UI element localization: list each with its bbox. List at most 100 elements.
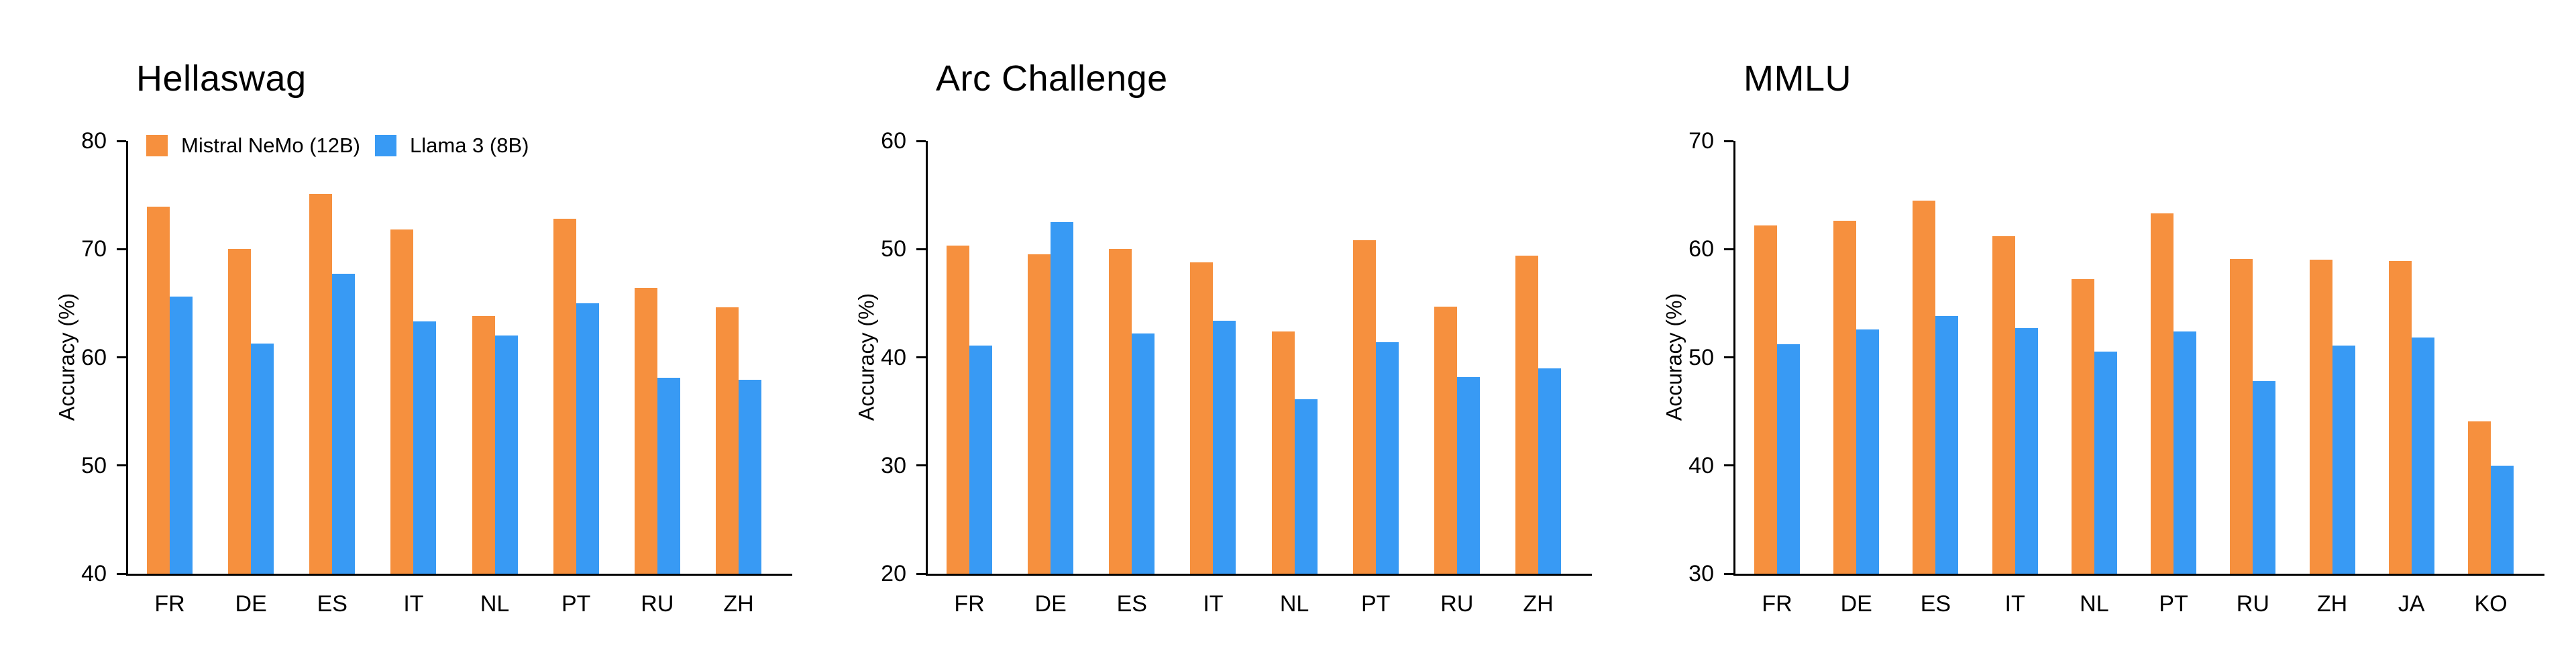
bar-llama-ru	[657, 378, 680, 574]
bar-llama-fr	[1777, 344, 1800, 574]
legend-swatch-llama-icon	[375, 135, 396, 156]
y-tick-mark	[1724, 572, 1733, 575]
y-tick-label: 50	[81, 452, 107, 478]
bar-group-ru: RU	[1434, 306, 1480, 615]
x-tick-label-zh: ZH	[2316, 591, 2348, 617]
bar-group-pt: PT	[1352, 240, 1399, 615]
y-tick-mark	[916, 140, 926, 142]
x-tick-label-it: IT	[403, 591, 424, 617]
bar-mistral-nl	[2071, 279, 2094, 574]
bar-llama-fr	[170, 297, 193, 574]
bar-mistral-pt	[553, 219, 576, 574]
y-tick-label: 40	[881, 344, 906, 370]
bar-llama-ko	[2491, 465, 2514, 574]
bar-group-it: IT	[1992, 236, 2038, 615]
bar-mistral-es	[1913, 200, 1936, 574]
bar-llama-zh	[739, 380, 761, 574]
bar-llama-de	[1051, 221, 1074, 574]
chart-panel-mmlu: MMLU Accuracy (%) 70 60 50 40 30 FR DE ES IT NL PT…	[1654, 0, 2544, 671]
bar-mistral-it	[390, 229, 414, 574]
y-tick-mark	[916, 464, 926, 467]
bar-group-nl: NL	[2071, 279, 2117, 615]
y-tick-label: 60	[81, 344, 107, 370]
legend: Mistral NeMo (12B) Llama 3 (8B)	[146, 134, 529, 158]
y-tick-mark	[1724, 464, 1733, 467]
x-tick-label-ko: KO	[2474, 591, 2508, 617]
x-tick-label-zh: ZH	[1523, 591, 1554, 617]
bar-llama-es	[1935, 316, 1959, 574]
y-tick-label: 60	[881, 128, 906, 154]
bar-mistral-ko	[2468, 421, 2491, 574]
bar-mistral-de	[228, 249, 252, 574]
bar-llama-ja	[2411, 338, 2434, 574]
x-tick-label-pt: PT	[561, 591, 591, 617]
bar-group-es: ES	[309, 194, 356, 615]
bar-group-de: DE	[1028, 221, 1074, 615]
bar-group-ru: RU	[2230, 258, 2276, 615]
y-tick-label: 20	[881, 561, 906, 586]
bar-mistral-ru	[1434, 306, 1457, 574]
bar-mistral-fr	[1754, 225, 1777, 574]
y-tick-mark	[117, 356, 126, 358]
y-tick-mark	[1724, 248, 1733, 250]
x-tick-label-fr: FR	[154, 591, 185, 617]
x-tick-label-ru: RU	[641, 591, 674, 617]
y-tick-label: 70	[1688, 128, 1714, 154]
x-tick-label-de: DE	[1840, 591, 1872, 617]
bar-mistral-es	[1109, 249, 1132, 574]
y-axis-title: Accuracy (%)	[854, 293, 879, 421]
bar-llama-nl	[494, 336, 518, 574]
x-tick-label-es: ES	[1116, 591, 1147, 617]
plot-area-arc-challenge: 60 50 40 30 20 FR DE ES IT NL PT RU ZH	[881, 130, 1592, 615]
y-tick-label: 30	[881, 452, 906, 478]
bar-group-zh: ZH	[2309, 260, 2355, 615]
y-tick-mark	[1724, 140, 1733, 142]
bar-group-pt: PT	[553, 219, 599, 615]
bar-group-de: DE	[1833, 221, 1880, 615]
bar-group-zh: ZH	[1515, 255, 1561, 615]
bar-mistral-nl	[1271, 331, 1295, 574]
bar-mistral-ru	[634, 288, 657, 574]
bar-mistral-it	[1992, 236, 2015, 574]
y-tick-label: 50	[881, 236, 906, 262]
bar-mistral-pt	[1352, 240, 1376, 574]
bar-group-nl: NL	[472, 316, 518, 615]
bar-group-es: ES	[1109, 249, 1155, 615]
y-tick-mark	[117, 140, 126, 142]
x-tick-label-es: ES	[317, 591, 347, 617]
bar-group-it: IT	[1190, 262, 1236, 615]
bar-mistral-fr	[947, 246, 969, 574]
y-tick-label: 40	[81, 561, 107, 586]
x-tick-label-nl: NL	[480, 591, 510, 617]
bar-llama-de	[251, 343, 274, 574]
bar-llama-pt	[2174, 331, 2197, 574]
y-tick-mark	[916, 248, 926, 250]
chart-title-arc-challenge: Arc Challenge	[936, 58, 1168, 99]
bar-llama-it	[413, 321, 437, 574]
x-tick-label-nl: NL	[1279, 591, 1309, 617]
bar-llama-nl	[1294, 399, 1318, 574]
x-tick-label-ja: JA	[2398, 591, 2425, 617]
bar-llama-ru	[2253, 380, 2276, 574]
x-tick-label-zh: ZH	[723, 591, 754, 617]
x-tick-label-pt: PT	[2159, 591, 2188, 617]
bar-mistral-pt	[2151, 213, 2174, 574]
y-axis-title: Accuracy (%)	[1662, 293, 1686, 421]
bar-llama-pt	[576, 303, 599, 574]
bar-group-fr: FR	[147, 207, 193, 615]
legend-item-mistral: Mistral NeMo (12B)	[146, 134, 360, 158]
x-tick-label-it: IT	[2004, 591, 2025, 617]
bar-group-nl: NL	[1271, 331, 1318, 615]
bar-group-fr: FR	[1754, 225, 1800, 615]
x-tick-label-ru: RU	[1440, 591, 1474, 617]
y-tick-mark	[117, 248, 126, 250]
bar-llama-es	[1132, 333, 1155, 574]
y-tick-label: 40	[1688, 452, 1714, 478]
bar-mistral-de	[1833, 221, 1857, 574]
bar-llama-fr	[969, 345, 992, 574]
legend-item-llama: Llama 3 (8B)	[375, 134, 529, 158]
x-tick-label-nl: NL	[2080, 591, 2109, 617]
bar-llama-nl	[2094, 352, 2117, 574]
bar-llama-pt	[1375, 342, 1399, 574]
bar-mistral-ja	[2388, 261, 2412, 574]
